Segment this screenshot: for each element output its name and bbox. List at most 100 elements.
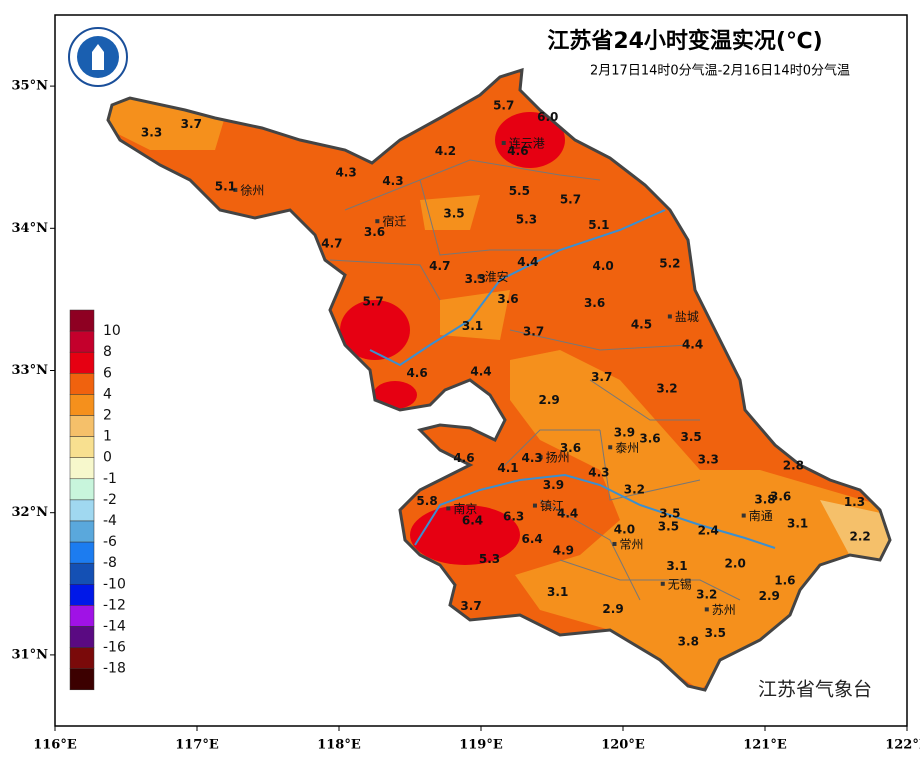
city-dot <box>477 274 482 279</box>
colorbar-cell <box>69 562 95 585</box>
station-value: 2.0 <box>725 556 746 570</box>
field-patch <box>495 112 565 168</box>
colorbar-label: -16 <box>103 640 126 656</box>
station-value: 3.6 <box>639 431 660 445</box>
field-patch <box>420 195 510 340</box>
city-dot <box>446 506 451 511</box>
y-tick-label: 31°N <box>12 647 49 662</box>
station-value: 5.7 <box>493 99 514 113</box>
station-value: 1.6 <box>774 573 795 587</box>
y-tick-label: 34°N <box>12 221 49 236</box>
colorbar-cell <box>69 668 95 691</box>
station-value: 2.9 <box>539 393 560 407</box>
city-dot <box>532 503 537 508</box>
station-value: 3.5 <box>659 507 680 521</box>
station-value: 3.1 <box>462 319 483 333</box>
station-value: 3.2 <box>696 588 717 602</box>
colorbar-label: -1 <box>103 471 117 487</box>
city-label: 盐城 <box>675 310 699 324</box>
city-label: 南京 <box>453 501 477 516</box>
colorbar-label: -10 <box>103 576 126 592</box>
station-value: 3.9 <box>614 426 635 440</box>
city-dot <box>538 455 543 460</box>
station-value: 3.6 <box>584 296 605 310</box>
station-value: 3.2 <box>656 381 677 395</box>
station-value: 3.6 <box>770 490 791 504</box>
station-value: 4.0 <box>592 259 613 273</box>
colorbar-cell <box>69 394 95 416</box>
station-value: 5.1 <box>588 218 609 232</box>
colorbar-label: -18 <box>103 661 126 677</box>
station-value: 6.3 <box>503 509 524 523</box>
station-value: 5.3 <box>479 552 500 566</box>
colorbar-cell <box>69 520 95 543</box>
colorbar-cell <box>69 309 95 332</box>
city-label: 镇江 <box>540 499 564 513</box>
station-value: 2.4 <box>698 524 719 538</box>
colorbar-label: -4 <box>103 513 117 529</box>
station-value: 4.1 <box>497 461 518 475</box>
station-value: 4.6 <box>507 144 528 158</box>
station-value: 4.7 <box>321 236 342 250</box>
colorbar-label: -14 <box>103 619 126 635</box>
station-value: 3.6 <box>364 225 385 239</box>
city-borders <box>329 159 741 601</box>
station-value: 3.5 <box>443 207 464 221</box>
colorbar-cell <box>69 415 95 437</box>
y-tick-label: 32°N <box>12 505 49 520</box>
city-dot <box>667 314 672 319</box>
station-value: 4.4 <box>470 364 491 378</box>
station-value: 3.3 <box>465 272 486 286</box>
station-value: 4.3 <box>382 174 403 188</box>
station-value: 4.6 <box>453 451 474 465</box>
x-tick-label: 119°E <box>459 738 503 753</box>
station-value: 6.0 <box>537 110 558 124</box>
station-value: 3.7 <box>460 599 481 613</box>
station-value: 2.2 <box>850 529 871 543</box>
station-value: 4.0 <box>614 522 635 536</box>
city-dot <box>704 607 709 612</box>
x-tick-label: 117°E <box>175 738 219 753</box>
station-value: 3.2 <box>624 482 645 496</box>
colorbar-cell <box>69 626 95 648</box>
rivers <box>369 209 776 549</box>
city-dot <box>375 219 380 224</box>
city-label: 连云港 <box>509 135 545 150</box>
station-value: 4.9 <box>553 544 574 558</box>
colorbar-label: -6 <box>103 534 117 550</box>
station-value: 4.4 <box>682 337 703 351</box>
station-value: 5.7 <box>560 192 581 206</box>
colorbar-cell <box>69 541 95 564</box>
station-value: 5.2 <box>659 256 680 270</box>
city-label: 淮安 <box>485 269 509 284</box>
station-value: 3.3 <box>141 126 162 140</box>
city-dot <box>741 513 746 518</box>
station-value: 6.4 <box>521 532 542 546</box>
colorbar-cell <box>69 457 95 480</box>
station-value: 5.1 <box>215 180 236 194</box>
city-label: 苏州 <box>712 603 736 617</box>
station-value: 5.8 <box>416 494 437 508</box>
x-tick-label: 116°E <box>33 738 77 753</box>
station-value: 4.5 <box>631 317 652 331</box>
data-layer: 116°E 117°E 118°E 119°E 120°E 121°E 122°E 31°N 3… <box>12 79 920 753</box>
station-value: 3.1 <box>666 559 687 573</box>
station-value: 4.2 <box>435 144 456 158</box>
station-value: 4.7 <box>429 259 450 273</box>
station-value: 3.1 <box>547 585 568 599</box>
x-tick-label: 120°E <box>601 738 645 753</box>
station-value: 4.4 <box>557 507 578 521</box>
colorbar-label: 10 <box>103 323 121 339</box>
station-value: 3.8 <box>678 635 699 649</box>
city-dot <box>608 445 613 450</box>
colorbar-label: 6 <box>103 365 112 381</box>
colorbar-label: -2 <box>103 492 117 508</box>
station-value: 3.8 <box>754 492 775 506</box>
colorbar-label: -12 <box>103 597 126 613</box>
colorbar-cell <box>69 330 95 353</box>
colorbar-cell <box>69 478 95 501</box>
city-label: 宿迁 <box>382 214 406 229</box>
city-label: 徐州 <box>240 182 264 197</box>
x-tick-label: 118°E <box>317 738 361 753</box>
